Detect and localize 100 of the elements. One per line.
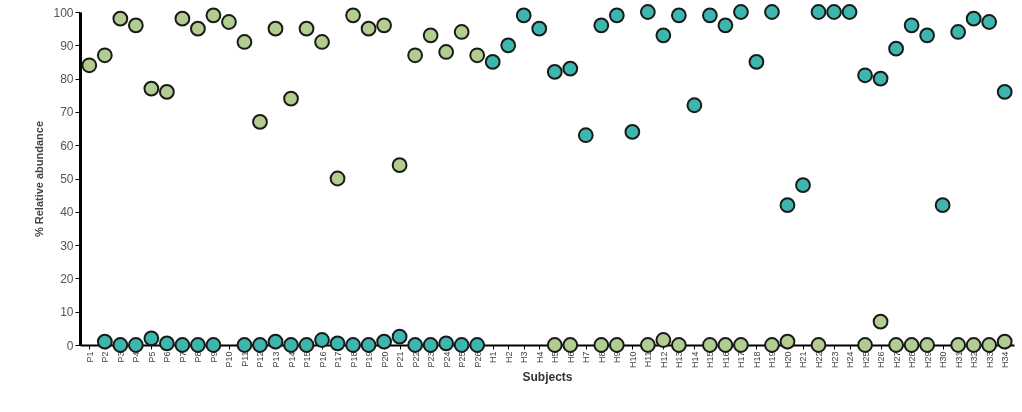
point	[267, 20, 284, 37]
x-tick-label: H32	[969, 351, 980, 369]
point	[686, 97, 703, 114]
y-tick-label: 40	[60, 205, 74, 220]
x-tick-label: H28	[907, 351, 918, 369]
point	[639, 337, 656, 353]
point	[562, 337, 579, 353]
y-axis-title: % Relative abundance	[33, 120, 46, 238]
point	[826, 4, 842, 20]
point	[360, 337, 377, 353]
point	[205, 337, 222, 353]
x-axis-title: Subjects	[522, 370, 573, 385]
x-tick-label: H25	[860, 351, 871, 369]
point	[190, 20, 206, 37]
point	[391, 328, 408, 345]
point	[314, 332, 330, 348]
point	[391, 157, 408, 174]
x-tick-label: H33	[984, 351, 995, 369]
point	[158, 84, 175, 100]
point	[236, 337, 253, 353]
x-tick-label: P10	[224, 351, 235, 368]
point	[733, 337, 749, 353]
x-tick-label: H29	[922, 351, 933, 369]
x-tick-label: P7	[177, 351, 188, 363]
x-tick-label: H1	[488, 351, 499, 364]
point	[748, 54, 765, 70]
x-tick-label: P1	[84, 351, 95, 363]
point	[546, 64, 563, 80]
x-tick-label: P18	[348, 351, 359, 368]
point	[143, 80, 160, 97]
x-tick-label: P3	[115, 351, 126, 363]
point	[981, 14, 998, 30]
point	[329, 170, 346, 187]
point	[624, 124, 641, 140]
point	[919, 337, 936, 353]
x-tick-label: P2	[100, 351, 111, 363]
point	[981, 337, 998, 353]
y-tick-label: 100	[53, 5, 74, 20]
y-tick-label: 10	[60, 305, 74, 320]
x-tick-label: P23	[426, 351, 437, 368]
point	[314, 34, 330, 50]
x-tick-label: H31	[953, 351, 964, 369]
x-tick-label: H24	[845, 351, 856, 369]
x-tick-label: H26	[876, 351, 887, 369]
point	[515, 7, 532, 24]
x-tick-label: H10	[627, 351, 638, 369]
y-tick-label: 60	[60, 138, 74, 153]
x-tick-label: P24	[441, 351, 452, 368]
point	[950, 24, 967, 40]
point	[469, 47, 486, 64]
point	[593, 17, 610, 34]
x-tick-label: P21	[395, 351, 406, 368]
x-tick-label: P11	[239, 351, 250, 367]
point	[453, 24, 470, 40]
point	[779, 197, 796, 214]
point	[639, 4, 656, 20]
x-tick-label: H5	[550, 351, 561, 364]
point	[655, 27, 672, 44]
x-tick-label: P25	[457, 351, 468, 368]
x-tick-label: H7	[581, 351, 592, 364]
point	[298, 337, 315, 353]
x-tick-label: H9	[612, 351, 623, 364]
x-tick-label: H15	[705, 351, 716, 369]
point	[903, 17, 920, 34]
point	[283, 337, 299, 353]
point	[733, 4, 749, 20]
x-tick-label: H3	[519, 351, 530, 364]
point	[158, 335, 175, 352]
point	[360, 20, 377, 37]
point	[965, 337, 982, 353]
point	[779, 333, 796, 350]
point	[205, 7, 222, 24]
point	[717, 17, 734, 34]
x-tick-label: H13	[674, 351, 685, 369]
point	[283, 90, 299, 107]
point	[857, 337, 873, 353]
point	[422, 337, 439, 353]
point	[143, 330, 160, 347]
point	[717, 337, 734, 353]
point	[298, 20, 315, 37]
point	[841, 4, 858, 20]
point	[453, 337, 470, 353]
x-tick-label: P9	[208, 351, 219, 363]
point	[174, 10, 191, 27]
point	[764, 337, 780, 353]
x-tick-label: P26	[472, 351, 483, 368]
point	[112, 10, 129, 27]
x-tick-label: P16	[317, 351, 328, 368]
point	[810, 337, 827, 353]
point	[96, 47, 113, 64]
point	[608, 337, 625, 353]
point	[872, 70, 889, 87]
x-tick-label: P22	[410, 351, 421, 368]
point	[919, 27, 936, 44]
point	[996, 84, 1013, 100]
point	[608, 7, 625, 24]
point	[996, 333, 1013, 350]
x-tick-label: H34	[1000, 351, 1011, 369]
point	[934, 197, 951, 214]
y-tick-label: 80	[60, 72, 74, 87]
